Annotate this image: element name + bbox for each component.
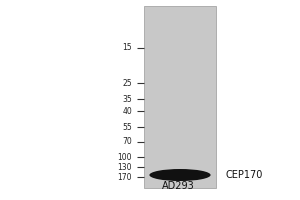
Bar bbox=[144, 6, 216, 188]
Text: 70: 70 bbox=[122, 138, 132, 146]
Text: 170: 170 bbox=[118, 172, 132, 182]
Text: 25: 25 bbox=[122, 78, 132, 88]
Text: CEP170: CEP170 bbox=[225, 170, 262, 180]
Text: 15: 15 bbox=[122, 44, 132, 52]
Text: 130: 130 bbox=[118, 162, 132, 171]
Text: 55: 55 bbox=[122, 122, 132, 132]
Ellipse shape bbox=[149, 169, 211, 181]
Text: 40: 40 bbox=[122, 106, 132, 116]
Text: AD293: AD293 bbox=[162, 181, 195, 191]
Text: 100: 100 bbox=[118, 152, 132, 162]
Text: 35: 35 bbox=[122, 95, 132, 104]
